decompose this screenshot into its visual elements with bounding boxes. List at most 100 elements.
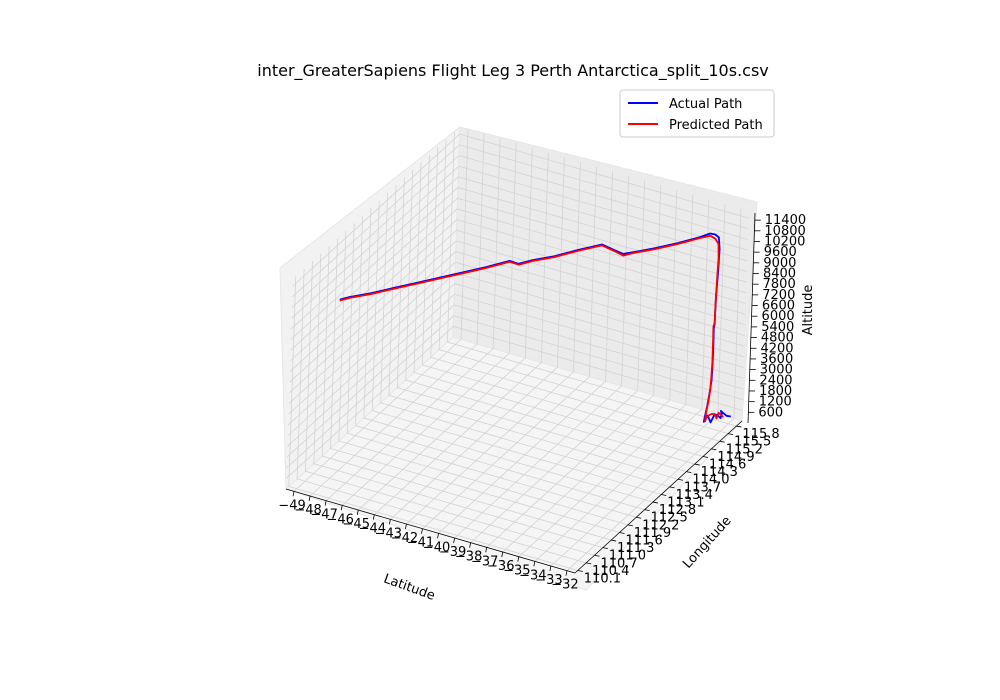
y-tick-mark [711,448,717,451]
x-axis-ticks: −49−48−47−46−45−44−43−42−41−40−39−38−37−… [278,491,579,593]
grid-line [518,194,694,557]
y-tick-mark [594,554,600,557]
y-tick-mark [669,486,675,489]
z-axis-line [747,212,756,424]
grid-line [338,230,628,526]
z-tick-label: 7200 [762,288,795,303]
y-axis-label: Longitude [680,514,734,572]
grid-line [413,162,704,457]
y-tick-mark [728,433,734,436]
x-tick-mark [308,495,311,502]
x-tick-mark [469,542,472,548]
x-tick-mark [549,565,552,572]
z-tick-label: 9600 [764,245,797,260]
y-tick-label: 111.0 [609,549,646,564]
y-tick-mark [611,539,617,542]
z-tick-label: 10800 [764,224,805,239]
y-tick-mark [661,494,667,496]
grid-line [371,200,662,495]
z-tick-label: 4200 [760,341,793,356]
y-tick-mark [586,562,592,565]
grid-line [486,185,662,548]
grid-line [355,215,645,511]
z-tick-label: 6000 [762,309,795,324]
y-tick-mark [677,478,684,481]
y-tick-label: 112.5 [651,511,688,526]
y-tick-label: 113.1 [667,495,704,510]
z-tick-label: 6600 [762,299,795,314]
grid-line [374,152,549,515]
grid-line [293,129,469,492]
x-tick-label: −39 [439,545,466,560]
x-tick-label: −47 [310,508,337,523]
grid-line [454,175,629,539]
x-tick-mark [388,519,391,525]
y-tick-mark [652,501,659,504]
y-tick-mark [736,425,742,428]
x-tick-label: −46 [326,512,353,527]
legend: Actual Path Predicted Path [619,89,775,138]
x-tick-label: −49 [278,498,305,513]
y-tick-label: 110.4 [592,564,629,579]
z-axis-ticks: 6001200180024003000360042004800540060006… [748,213,806,420]
y-tick-mark [644,509,650,512]
y-tick-label: 114.9 [717,450,754,465]
x-tick-mark [533,561,536,567]
y-tick-mark [719,440,725,443]
y-tick-mark [686,471,692,474]
grid-line [341,143,517,506]
grid-line [288,276,578,571]
grid-line [325,138,501,501]
z-tick-label: 4800 [761,331,794,346]
z-tick-label: 10200 [764,234,805,249]
series-layer [339,232,731,424]
z-axis-label: Altitude [801,285,816,336]
series-predicted-path [339,234,724,423]
y-axis-ticks: 110.1110.4110.7111.0111.3111.6111.9112.2… [577,425,780,586]
y-tick-mark [602,547,608,550]
z-tick-label: 11400 [765,213,806,228]
z-tick-label: 5400 [761,320,794,335]
x-tick-label: −40 [423,540,450,555]
chart-title: inter_GreaterSapiens Flight Leg 3 Perth … [257,61,769,81]
x-tick-label: −36 [487,559,514,574]
x-tick-mark [453,537,455,544]
x-axis-label: Latitude [381,572,436,604]
grid-line [305,261,595,556]
grid-line [288,251,745,404]
z-tick-label: 600 [758,405,783,420]
y-tick-label: 114.3 [701,465,738,480]
y-tick-label: 115.8 [742,427,779,442]
y-tick-mark [577,570,583,572]
x-tick-label: −44 [359,522,386,537]
y-tick-label: 114.6 [709,457,746,472]
grid-line [313,253,603,549]
grid-line [396,177,687,473]
grid-line [290,208,747,362]
grid-line [447,132,737,427]
z-tick-label: 3000 [760,363,793,378]
x-tick-mark [405,523,407,530]
grid-line [296,268,587,564]
x-tick-mark [437,533,439,539]
x-tick-mark [340,505,343,511]
z-tick-label: 3600 [760,352,793,367]
grid-line [321,246,612,541]
x-tick-label: −41 [407,536,434,551]
y-tick-mark [627,524,633,527]
grid-line [291,155,749,308]
grid-line [421,154,712,450]
y-tick-label: 110.7 [600,556,637,571]
y-tick-label: 111.6 [626,533,663,548]
x-tick-label: −35 [503,564,530,579]
grid-line [309,133,485,497]
y-tick-label: 111.9 [634,526,671,541]
grid-line [292,133,749,287]
x-tick-mark [292,491,295,497]
z-tick-label: 9000 [763,256,796,271]
y-tick-label: 113.7 [684,480,721,495]
grid-line [290,187,748,340]
y-tick-mark [694,463,700,466]
x-tick-label: −38 [455,550,482,565]
